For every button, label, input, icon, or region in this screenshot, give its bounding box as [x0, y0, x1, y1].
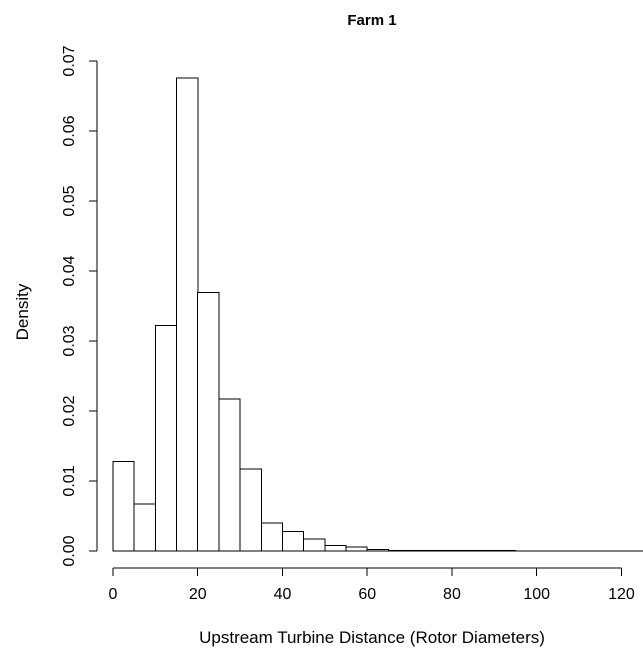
histogram-bar-9 — [303, 538, 326, 552]
histogram-bar-0 — [112, 460, 135, 552]
x-tick-label-3: 60 — [358, 586, 376, 603]
histogram-bar-16 — [451, 549, 474, 552]
histogram-bar-12 — [366, 549, 389, 552]
x-axis-label: Upstream Turbine Distance (Rotor Diamete… — [199, 628, 545, 647]
histogram-bar-8 — [282, 530, 305, 552]
histogram-bars — [112, 77, 643, 552]
y-axis: 0.00 0.01 0.02 0.03 0.04 0.05 0.06 0.07 — [61, 45, 98, 567]
y-tick-label-6: 0.06 — [61, 115, 78, 146]
x-tick-label-5: 100 — [523, 586, 550, 603]
histogram-bar-17 — [472, 549, 495, 552]
histogram-bar-1 — [133, 503, 156, 552]
histogram-bar-5 — [218, 398, 241, 552]
y-tick-label-0: 0.00 — [61, 535, 78, 566]
y-tick-label-5: 0.05 — [61, 185, 78, 216]
y-tick-label-4: 0.04 — [61, 255, 78, 286]
histogram-bar-14 — [409, 549, 432, 552]
y-tick-label-7: 0.07 — [61, 45, 78, 76]
histogram-bar-4 — [197, 292, 220, 552]
histogram-bar-6 — [239, 468, 262, 552]
x-tick-label-4: 80 — [443, 586, 461, 603]
x-tick-label-0: 0 — [109, 586, 118, 603]
histogram-bar-3 — [176, 77, 199, 552]
histogram-bar-11 — [345, 546, 368, 552]
x-tick-label-2: 40 — [274, 586, 292, 603]
chart-title: Farm 1 — [347, 12, 396, 29]
y-tick-label-3: 0.03 — [61, 325, 78, 356]
histogram-bar-2 — [154, 325, 178, 552]
histogram-bar-10 — [324, 544, 347, 552]
x-tick-label-6: 120 — [608, 586, 635, 603]
x-tick-label-1: 20 — [189, 586, 207, 603]
histogram-bar-13 — [387, 549, 411, 552]
y-tick-label-1: 0.01 — [61, 465, 78, 496]
y-tick-label-2: 0.02 — [61, 395, 78, 426]
x-axis: 0 20 40 60 80 100 120 — [109, 567, 635, 603]
y-axis-label: Density — [13, 283, 32, 340]
histogram-bar-7 — [260, 522, 283, 552]
